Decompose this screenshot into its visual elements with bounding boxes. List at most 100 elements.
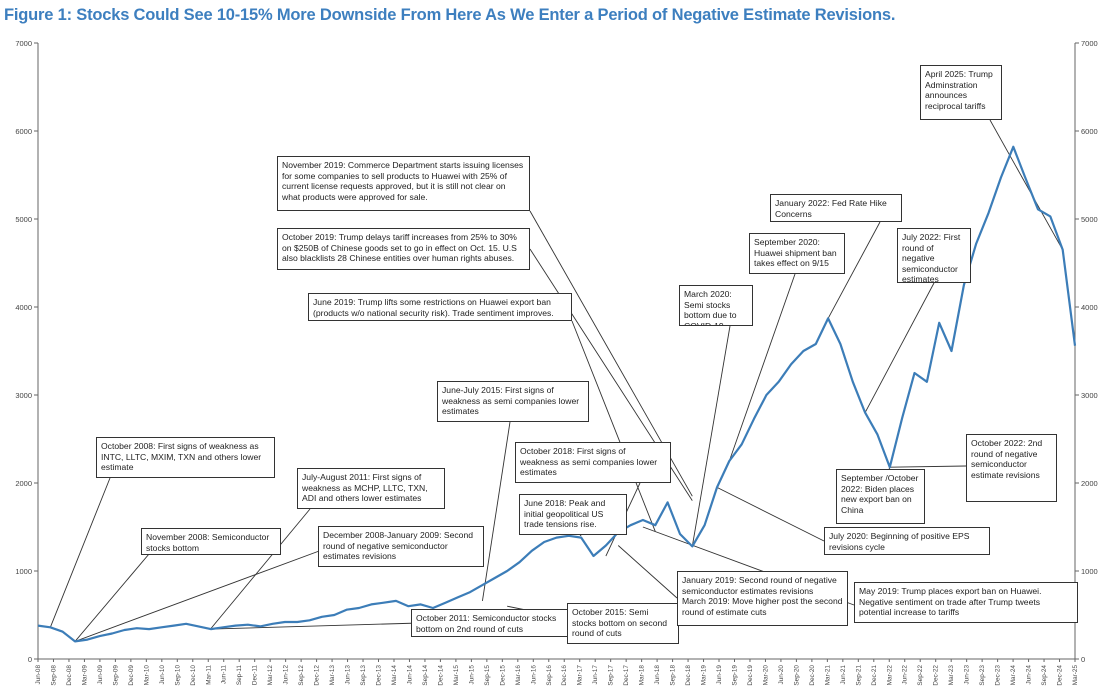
y-tick-label-right: 1000 [1081,567,1098,576]
x-tick-label: Mar-18 [639,665,646,686]
annotation-leader [49,477,111,628]
x-tick-label: Jun-13 [345,665,352,685]
y-tick-label-left: 6000 [15,127,32,136]
y-tick-label-left: 2000 [15,479,32,488]
annotation-jan-2022: January 2022: Fed Rate Hike Concerns [770,194,902,222]
y-tick-label-right: 4000 [1081,303,1098,312]
x-tick-label: Dec-19 [747,665,754,686]
y-tick-label-right: 5000 [1081,215,1098,224]
x-tick-label: Mar-16 [515,665,522,686]
x-tick-label: Jun-09 [97,665,104,685]
x-tick-label: Jun-19 [716,665,723,685]
annotation-leader [827,221,881,319]
y-tick-label-left: 4000 [15,303,32,312]
x-tick-label: Dec-20 [809,665,816,686]
annotation-leader [481,421,511,601]
x-tick-label: Dec-08 [66,665,73,686]
annotation-jun-2019: June 2019: Trump lifts some restrictions… [308,293,572,321]
x-tick-label: Dec-14 [437,665,444,686]
x-tick-label: Mar-10 [143,665,150,686]
annotation-mar-2020: March 2020: Semi stocks bottom due to CO… [679,285,753,326]
x-tick-label: Jun-12 [283,665,290,685]
x-tick-label: Jun-22 [902,665,909,685]
x-tick-label: Sep-23 [979,665,986,686]
x-tick-label: Jun-15 [468,665,475,685]
y-tick-label-left: 1000 [15,567,32,576]
x-tick-label: Jun-10 [159,665,166,685]
x-tick-label: Dec-09 [128,665,135,686]
y-tick-label-left: 7000 [15,39,32,48]
annotation-dec-2008-jan-2009: December 2008-January 2009: Second round… [318,526,484,567]
x-tick-label: Sep-21 [855,665,862,686]
annotation-leader [210,508,311,629]
x-tick-label: Dec-16 [561,665,568,686]
y-tick-label-left: 3000 [15,391,32,400]
x-tick-label: Jun-11 [221,665,228,685]
x-tick-label: Dec-22 [933,665,940,686]
x-tick-label: Dec-23 [995,665,1002,686]
x-tick-label: Sep-24 [1041,665,1048,686]
x-tick-label: Mar-21 [824,665,831,686]
x-tick-label: Mar-25 [1072,665,1079,686]
x-tick-label: Jun-20 [778,665,785,685]
annotation-leader [74,546,331,642]
x-tick-label: Dec-15 [499,665,506,686]
x-tick-label: Mar-20 [762,665,769,686]
x-tick-label: Mar-23 [948,665,955,686]
annotation-leader [889,465,967,468]
chart-axes: 0 0 1000 1000 2000 2000 3000 3000 4000 4000 5000 50… [15,39,1097,686]
x-tick-label: Jun-17 [592,665,599,685]
x-tick-label: Mar-12 [267,665,274,686]
annotation-sep-oct-2022: September /October 2022: Biden places ne… [836,469,925,524]
x-tick-label: Sep-16 [546,665,553,686]
annotation-oct-2015: October 2015: Semi stocks bottom on seco… [567,603,679,644]
x-tick-label: Sep-19 [731,665,738,686]
x-tick-label: Mar-13 [329,665,336,686]
x-tick-label: Dec-17 [623,665,630,686]
x-tick-label: Jun-16 [530,665,537,685]
x-tick-label: Jun-18 [654,665,661,685]
x-tick-label: Sep-12 [298,665,305,686]
annotation-oct-2022: October 2022: 2nd round of negative semi… [966,434,1057,502]
y-tick-label-left: 0 [28,655,32,664]
x-tick-label: Sep-15 [484,665,491,686]
y-tick-label-left: 5000 [15,215,32,224]
x-tick-label: Sep-20 [793,665,800,686]
x-tick-label: Dec-11 [252,665,259,686]
x-tick-label: Mar-14 [391,665,398,686]
x-tick-label: Mar-24 [1010,665,1017,686]
x-tick-label: Mar-17 [577,665,584,686]
x-tick-label: Jun-21 [840,665,847,685]
x-tick-label: Mar-22 [886,665,893,686]
annotation-jul-aug-2011: July-August 2011: First signs of weaknes… [297,468,445,509]
x-tick-label: Dec-12 [314,665,321,686]
x-tick-label: Jun-23 [964,665,971,685]
x-tick-label: Dec-13 [376,665,383,686]
annotation-jul-2020: July 2020: Beginning of positive EPS rev… [824,527,990,555]
x-tick-label: Sep-22 [917,665,924,686]
annotation-may-2019: May 2019: Trump places export ban on Hua… [854,582,1078,623]
annotation-leader [617,545,678,599]
series-line [37,145,1077,643]
x-tick-label: Sep-18 [670,665,677,686]
annotation-leader [716,486,825,542]
x-tick-label: Sep-09 [112,665,119,686]
x-tick-label: Sep-11 [236,665,243,686]
x-tick-label: Dec-10 [190,665,197,686]
annotation-oct-2008: October 2008: First signs of weakness as… [96,437,275,478]
x-tick-label: Sep-13 [360,665,367,686]
annotation-leader [74,540,161,642]
x-tick-label: Mar-19 [701,665,708,686]
y-tick-label-right: 3000 [1081,391,1098,400]
annotation-oct-2019: October 2019: Trump delays tariff increa… [277,228,530,270]
annotation-sep-2020: September 2020: Huawei shipment ban take… [749,233,845,274]
annotation-leader [579,534,582,537]
annotation-oct-2018: October 2018: First signs of weakness as… [515,442,671,483]
x-tick-label: Jun-14 [406,665,413,685]
annotation-leader [864,282,935,413]
annotation-leader [210,622,421,630]
annotation-jun-2018: June 2018: Peak and initial geopolitical… [519,494,627,535]
x-tick-label: Mar-09 [81,665,88,686]
annotation-jan-mar-2019: January 2019: Second round of negative s… [677,571,848,626]
y-tick-label-right: 6000 [1081,127,1098,136]
